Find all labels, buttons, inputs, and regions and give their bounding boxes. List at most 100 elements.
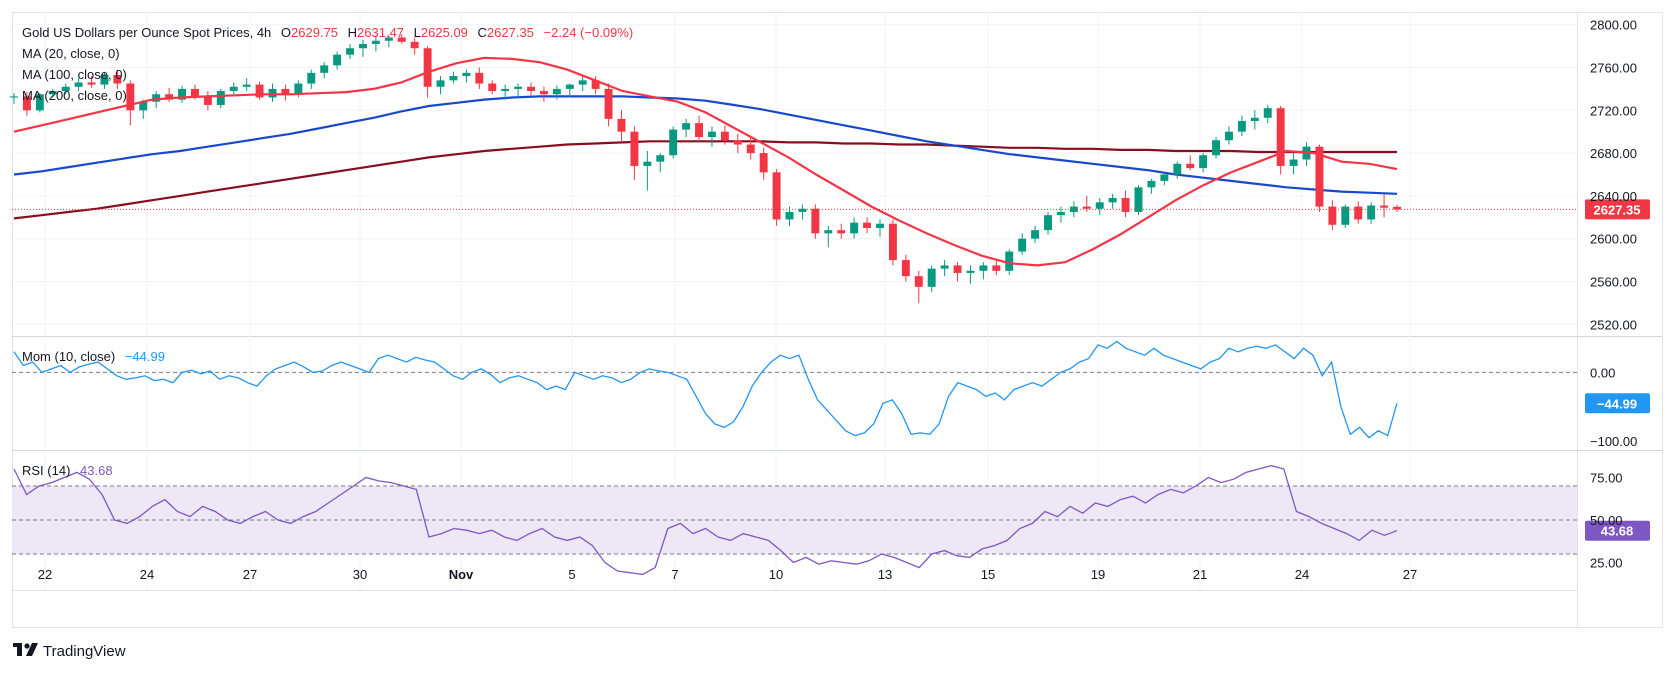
legend-mom[interactable]: Mom (10, close) −44.99 bbox=[22, 349, 165, 364]
candle bbox=[346, 43, 355, 59]
candle-body bbox=[10, 96, 18, 98]
candle-body bbox=[74, 82, 83, 87]
candle-body bbox=[565, 84, 574, 89]
header-h-label: H bbox=[348, 25, 357, 40]
candle bbox=[501, 84, 510, 100]
time-axis-tick: 24 bbox=[1295, 567, 1309, 582]
mom-value-tag bbox=[1585, 393, 1650, 414]
candle bbox=[397, 34, 406, 44]
candle-body bbox=[1341, 206, 1350, 225]
mom-value-tag-text: −44.99 bbox=[1597, 396, 1637, 411]
time-axis-tick: 19 bbox=[1091, 567, 1105, 582]
rsi-axis-tick: 50.00 bbox=[1590, 513, 1623, 528]
legend-ma100[interactable]: MA (100, close, 0) bbox=[22, 67, 127, 82]
time-axis-tick: 7 bbox=[671, 567, 678, 582]
candle bbox=[1393, 205, 1401, 212]
header-o-label: O bbox=[281, 25, 291, 40]
candle bbox=[1160, 172, 1169, 186]
candle bbox=[475, 67, 484, 89]
candle-body bbox=[203, 96, 212, 105]
candle-body bbox=[61, 86, 70, 92]
candle-body bbox=[1121, 198, 1130, 212]
candle-body bbox=[1108, 198, 1117, 203]
candle bbox=[811, 204, 820, 239]
candle-body bbox=[811, 208, 820, 234]
legend-ma200[interactable]: MA (200, close, 0) bbox=[22, 88, 127, 103]
candle bbox=[992, 260, 1001, 276]
candle bbox=[720, 125, 729, 145]
candle bbox=[74, 78, 83, 92]
candle bbox=[1289, 153, 1298, 175]
candle bbox=[436, 76, 445, 95]
candle bbox=[268, 83, 277, 102]
candle bbox=[242, 78, 251, 92]
candle-body bbox=[152, 94, 161, 102]
candle bbox=[1276, 106, 1285, 175]
candle bbox=[837, 223, 846, 239]
rsi-value-tag-text: 43.68 bbox=[1601, 524, 1634, 539]
tradingview-logo[interactable]: TradingView bbox=[13, 643, 126, 660]
last-price-tag-text: 2627.35 bbox=[1594, 202, 1641, 217]
candle-body bbox=[772, 172, 781, 220]
tradingview-brand-text: TradingView bbox=[43, 643, 126, 660]
legend-rsi[interactable]: RSI (14) 43.68 bbox=[22, 463, 113, 478]
candle-body bbox=[682, 123, 691, 130]
time-axis-tick: 30 bbox=[353, 567, 367, 582]
candle bbox=[798, 204, 807, 220]
candle bbox=[449, 71, 458, 84]
candle bbox=[1173, 161, 1182, 179]
candle-body bbox=[139, 101, 148, 111]
time-axis-tick: Nov bbox=[449, 567, 474, 582]
candle bbox=[488, 80, 497, 95]
time-axis-tick: 27 bbox=[243, 567, 257, 582]
candle-body bbox=[462, 72, 471, 77]
legend-ma20[interactable]: MA (20, close, 0) bbox=[22, 46, 120, 61]
candle-body bbox=[591, 80, 600, 89]
price-axis-tick: 2600.00 bbox=[1590, 232, 1637, 247]
main-pane-frame bbox=[12, 12, 1663, 628]
candle-body bbox=[255, 84, 264, 98]
candle bbox=[10, 93, 18, 104]
candle-body bbox=[126, 83, 135, 111]
candle bbox=[979, 262, 988, 280]
candle bbox=[591, 76, 600, 95]
candle bbox=[1328, 200, 1337, 231]
candle bbox=[1044, 211, 1052, 235]
candle-body bbox=[449, 76, 458, 81]
candle-body bbox=[656, 155, 665, 162]
candle bbox=[966, 265, 975, 284]
candle bbox=[656, 153, 665, 173]
candle bbox=[1147, 178, 1156, 194]
candle bbox=[371, 35, 380, 52]
candle bbox=[901, 254, 910, 282]
candle-body bbox=[552, 88, 561, 95]
candle-body bbox=[707, 131, 716, 138]
candle bbox=[462, 69, 471, 83]
rsi-axis-tick: 25.00 bbox=[1590, 556, 1623, 571]
candle-body bbox=[1069, 206, 1078, 212]
candle bbox=[1134, 185, 1143, 216]
candle-body bbox=[1186, 163, 1195, 169]
candle-body bbox=[1147, 180, 1156, 188]
candle bbox=[1341, 204, 1350, 228]
candle-body bbox=[527, 86, 535, 92]
candle bbox=[48, 88, 57, 98]
candle-body bbox=[604, 88, 613, 119]
time-axis-tick: 15 bbox=[981, 567, 995, 582]
candle bbox=[1250, 110, 1259, 130]
candle-body bbox=[1005, 251, 1014, 271]
candle-body bbox=[1095, 202, 1104, 209]
candle-body bbox=[966, 270, 975, 273]
candle bbox=[1212, 137, 1221, 159]
candle bbox=[863, 217, 872, 234]
candle bbox=[617, 110, 626, 143]
candle-body bbox=[824, 230, 833, 234]
candle-body bbox=[113, 74, 122, 84]
candle bbox=[126, 80, 135, 126]
candle bbox=[604, 83, 613, 127]
candle bbox=[229, 82, 238, 97]
candle bbox=[746, 137, 755, 160]
candle-body bbox=[1134, 187, 1143, 212]
price-axis-tick: 2640.00 bbox=[1590, 189, 1637, 204]
